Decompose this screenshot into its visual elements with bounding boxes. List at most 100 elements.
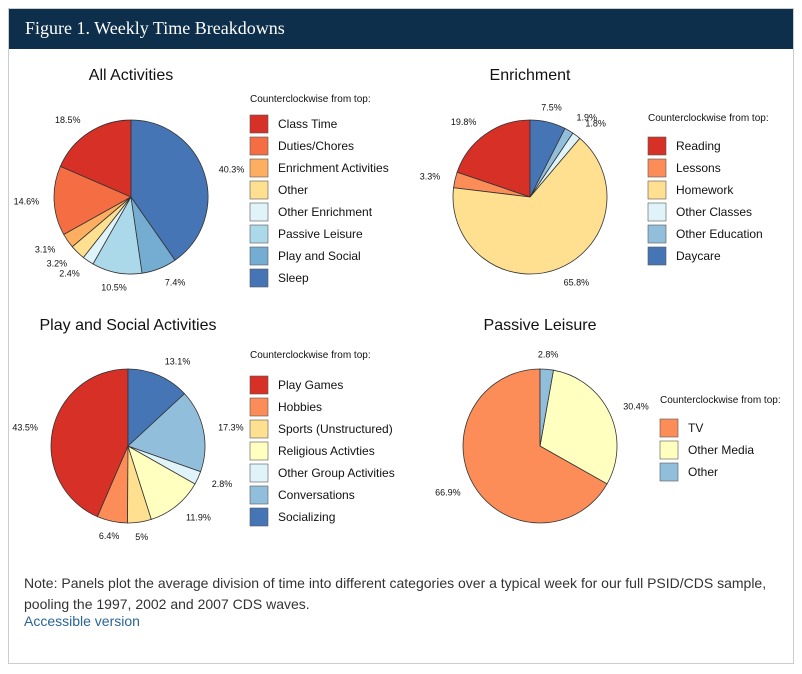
legend-label-passive-leisure: Passive Leisure [278, 227, 363, 241]
legend-swatch-reading [647, 136, 667, 156]
chart-title: All Activities [89, 67, 173, 84]
slice-value-label: 6.4% [99, 531, 120, 541]
slice-value-label: 3.3% [420, 172, 441, 182]
legend-label-tv: TV [688, 421, 703, 435]
pie-slice-daycare [529, 119, 566, 198]
legend-label-lessons: Lessons [676, 161, 721, 175]
pie-slice-duties-chores [53, 165, 132, 236]
slice-value-label: 5% [135, 532, 148, 542]
pie-slice-other-media [539, 369, 618, 485]
figure-title: Figure 1. Weekly Time Breakdowns [25, 18, 285, 38]
legend-swatch-play-games [249, 375, 269, 395]
slice-value-label: 18.5% [55, 115, 81, 125]
legend-label-other: Other [278, 183, 308, 197]
legend-label-conversations: Conversations [278, 488, 355, 502]
figure-frame: Figure 1. Weekly Time Breakdowns [8, 8, 794, 664]
legend-label-duties-chores: Duties/Chores [278, 139, 354, 153]
slice-value-label: 14.6% [14, 197, 40, 207]
legend-swatch-other-group-activities [249, 463, 269, 483]
slice-value-label: 19.8% [451, 117, 477, 127]
legend-label-sleep: Sleep [278, 271, 309, 285]
slice-value-label: 2.8% [538, 349, 559, 359]
slice-value-label: 7.5% [541, 103, 562, 113]
legend-label-religious-activties: Religious Activties [278, 444, 375, 458]
slice-value-label: 65.8% [564, 278, 590, 288]
slice-value-label: 7.4% [165, 278, 186, 288]
legend-swatch-socializing [249, 507, 269, 527]
slice-value-label: 30.4% [623, 402, 649, 412]
legend-label-other-classes: Other Classes [676, 205, 752, 219]
legend-swatch-other [249, 180, 269, 200]
legend-label-play-and-social: Play and Social [278, 249, 361, 263]
slice-value-label: 10.5% [101, 282, 127, 292]
legend-swatch-religious-activties [249, 441, 269, 461]
legend-label-other: Other [688, 465, 718, 479]
legend-label-other-enrichment: Other Enrichment [278, 205, 373, 219]
legend-label-daycare: Daycare [676, 249, 721, 263]
legend-swatch-homework [647, 180, 667, 200]
legend-swatch-duties-chores [249, 136, 269, 156]
legend-swatch-other-enrichment [249, 202, 269, 222]
slice-value-label: 11.9% [186, 512, 211, 522]
legend-heading: Counterclockwise from top: [648, 113, 769, 124]
legend-label-play-games: Play Games [278, 378, 343, 392]
slice-value-label: 3.2% [47, 258, 68, 268]
legend-heading: Counterclockwise from top: [660, 395, 781, 406]
pie-slice-class-time [59, 119, 132, 198]
legend-swatch-enrichment-activities [249, 158, 269, 178]
pie-slice-homework [452, 137, 608, 275]
legend-swatch-other-classes [647, 202, 667, 222]
legend-label-other-education: Other Education [676, 227, 763, 241]
legend-heading: Counterclockwise from top: [250, 94, 371, 105]
figure-note: Note: Panels plot the average division o… [24, 575, 767, 612]
pie-chart-all-activities: All Activities 18.5% 14.6% 3.1% 3.2%2.4% 10.5… [14, 67, 389, 292]
legend-swatch-passive-leisure [249, 224, 269, 244]
legend-swatch-sleep [249, 268, 269, 288]
pie-slice-sleep [130, 119, 209, 261]
pie-slice-play-games [50, 368, 129, 518]
chart-title: Play and Social Activities [40, 317, 217, 334]
figure-header: Figure 1. Weekly Time Breakdowns [9, 9, 793, 49]
slice-value-label: 2.4% [59, 268, 80, 278]
legend-label-sports-unstructured: Sports (Unstructured) [278, 422, 393, 436]
slice-value-label: 2.8% [212, 479, 233, 489]
legend-swatch-hobbies [249, 397, 269, 417]
legend-swatch-daycare [647, 246, 667, 266]
legend-swatch-other-education [647, 224, 667, 244]
legend-heading: Counterclockwise from top: [250, 350, 371, 361]
legend-label-reading: Reading [676, 139, 721, 153]
pie-slice-reading [456, 119, 531, 198]
legend-swatch-play-and-social [249, 246, 269, 266]
legend-label-hobbies: Hobbies [278, 400, 322, 414]
pie-chart-enrichment: Enrichment 19.8% 3.3% 65.8% 1.8%1.9% 7.5% Coun… [420, 67, 769, 288]
legend-swatch-other-media [659, 440, 679, 460]
slice-value-label: 13.1% [165, 357, 191, 367]
pie-slice-socializing [127, 368, 186, 447]
pie-slice-tv [462, 368, 608, 524]
legend-swatch-lessons [647, 158, 667, 178]
pie-slice-other [539, 368, 554, 447]
slice-value-label: 40.3% [219, 164, 245, 174]
slice-value-label: 43.5% [12, 422, 38, 432]
legend-label-homework: Homework [676, 183, 734, 197]
slice-value-label: 1.9% [577, 113, 598, 123]
legend-swatch-sports-unstructured [249, 419, 269, 439]
legend-swatch-conversations [249, 485, 269, 505]
pie-chart-passive-leisure: Passive Leisure 66.9% 30.4% 2.8% Countercloc… [435, 317, 781, 524]
slice-value-label: 1.8% [585, 119, 606, 129]
legend-swatch-other [659, 462, 679, 482]
chart-title: Passive Leisure [484, 317, 597, 334]
pie-slice-conversations [127, 393, 206, 473]
chart-title: Enrichment [490, 67, 571, 84]
slice-value-label: 66.9% [435, 487, 461, 497]
slice-value-label: 17.3% [218, 422, 244, 432]
slice-value-label: 3.1% [35, 244, 56, 254]
legend-label-enrichment-activities: Enrichment Activities [278, 161, 389, 175]
legend-label-class-time: Class Time [278, 117, 338, 131]
legend-label-other-group-activities: Other Group Activities [278, 466, 395, 480]
legend-label-socializing: Socializing [278, 510, 335, 524]
accessible-version-link[interactable]: Accessible version [24, 613, 140, 629]
legend-swatch-class-time [249, 114, 269, 134]
pie-chart-play-and-social-activities: Play and Social Activities 43.5% 6.4% 5% 11.… [12, 317, 394, 542]
